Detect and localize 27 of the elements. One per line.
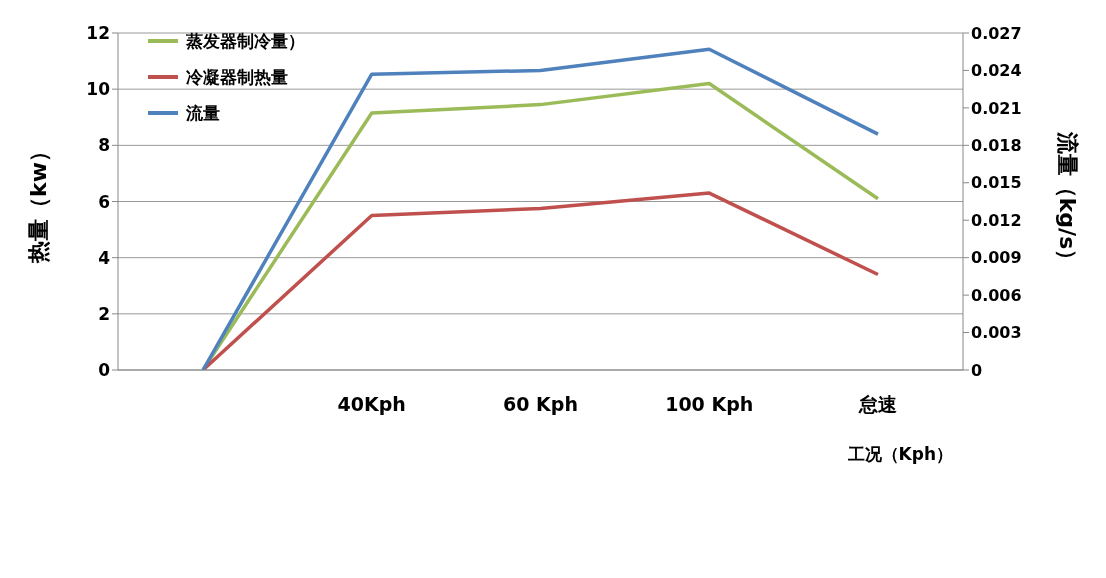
legend-label: 蒸发器制冷量）	[186, 29, 305, 53]
y2-tick-label: 0.021	[971, 98, 1022, 118]
legend-label: 流量	[186, 101, 220, 125]
legend-label: 冷凝器制热量	[186, 65, 288, 89]
y-tick-label: 10	[86, 79, 111, 100]
x-tick-label: 40Kph	[337, 393, 406, 416]
y2-tick-label: 0.009	[971, 248, 1022, 268]
y2-tick-label: 0.018	[971, 136, 1022, 156]
y2-tick-label: 0.015	[971, 173, 1022, 193]
y2-tick-label: 0	[971, 360, 983, 380]
y2-tick-label: 0.012	[971, 210, 1022, 230]
y2-axis-title: 流量（kg/s）	[1055, 130, 1081, 272]
y2-tick-label: 0.024	[971, 61, 1022, 81]
x-tick-label: 怠速	[858, 393, 897, 416]
y-tick-label: 6	[98, 191, 110, 212]
y-tick-label: 4	[98, 247, 111, 268]
y-tick-label: 0	[98, 360, 111, 381]
x-tick-label: 100 Kph	[665, 393, 754, 416]
y2-tick-label: 0.003	[971, 323, 1022, 343]
x-axis-title: 工况（Kph）	[846, 444, 953, 464]
y-tick-label: 12	[86, 23, 110, 44]
y-axis-title: 热量（kw）	[25, 140, 51, 264]
y-tick-label: 2	[98, 303, 110, 324]
x-tick-label: 60 Kph	[503, 393, 578, 416]
y2-tick-label: 0.006	[971, 285, 1022, 305]
y-tick-label: 8	[98, 135, 110, 156]
y2-tick-label: 0.027	[971, 23, 1022, 43]
